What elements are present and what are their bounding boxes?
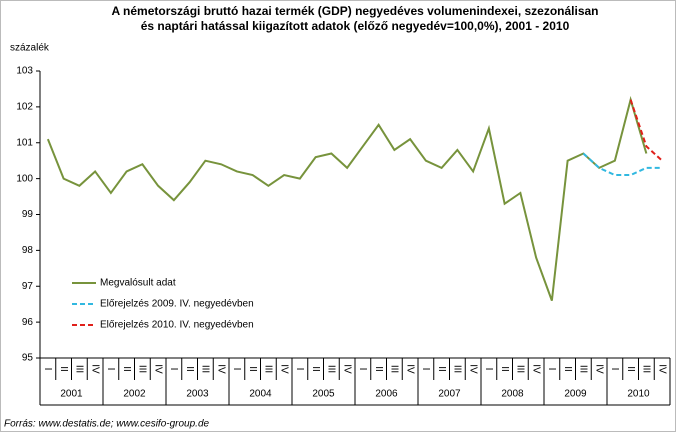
x-tick-label: IV bbox=[530, 364, 541, 374]
x-tick-label: II bbox=[562, 366, 573, 372]
x-tick-label: II bbox=[625, 366, 636, 372]
x-tick-label: IV bbox=[656, 364, 667, 374]
y-tick-label: 102 bbox=[16, 102, 33, 113]
y-tick-label: 98 bbox=[22, 245, 34, 256]
x-tick-label: III bbox=[578, 365, 589, 373]
x-tick-label: IV bbox=[278, 364, 289, 374]
x-tick-label: IV bbox=[341, 364, 352, 374]
legend-label: Előrejelzés 2010. IV. negyedévben bbox=[100, 320, 254, 331]
x-tick-label: II bbox=[247, 366, 258, 372]
chart-title: és naptári hatással kiigazított adatok (… bbox=[141, 19, 570, 33]
x-tick-label: III bbox=[641, 365, 652, 373]
series-line bbox=[46, 95, 648, 301]
x-tick-label: III bbox=[452, 365, 463, 373]
y-axis-label: százalék bbox=[10, 43, 50, 54]
year-label: 2002 bbox=[123, 389, 146, 400]
x-tick-label: I bbox=[357, 368, 368, 371]
legend-label: Előrejelzés 2009. IV. negyedévben bbox=[100, 299, 254, 310]
x-tick-label: IV bbox=[467, 364, 478, 374]
x-tick-label: III bbox=[200, 365, 211, 373]
year-label: 2003 bbox=[186, 389, 209, 400]
series-line bbox=[582, 152, 663, 177]
x-tick-label: II bbox=[58, 366, 69, 372]
x-tick-label: I bbox=[231, 368, 242, 371]
x-tick-label: IV bbox=[89, 364, 100, 374]
year-label: 2005 bbox=[312, 389, 335, 400]
x-tick-label: III bbox=[389, 365, 400, 373]
x-tick-label: I bbox=[483, 368, 494, 371]
chart-title: A németországi bruttó hazai termék (GDP)… bbox=[111, 4, 598, 18]
year-label: 2010 bbox=[627, 389, 650, 400]
y-tick-label: 99 bbox=[22, 209, 34, 220]
x-tick-label: IV bbox=[152, 364, 163, 374]
legend-label: Megvalósult adat bbox=[100, 278, 176, 289]
x-tick-label: II bbox=[436, 366, 447, 372]
y-tick-label: 100 bbox=[16, 173, 33, 184]
year-label: 2006 bbox=[375, 389, 398, 400]
x-tick-label: II bbox=[373, 366, 384, 372]
year-label: 2008 bbox=[501, 389, 524, 400]
x-tick-label: I bbox=[609, 368, 620, 371]
x-tick-label: III bbox=[515, 365, 526, 373]
source: Forrás: www.destatis.de; www.cesifo-grou… bbox=[4, 419, 210, 430]
x-tick-label: I bbox=[105, 368, 116, 371]
y-tick-label: 97 bbox=[22, 281, 34, 292]
year-label: 2007 bbox=[438, 389, 461, 400]
y-tick-label: 103 bbox=[16, 66, 33, 77]
x-tick-label: IV bbox=[404, 364, 415, 374]
x-tick-label: III bbox=[137, 365, 148, 373]
year-label: 2009 bbox=[564, 389, 587, 400]
year-label: 2004 bbox=[249, 389, 272, 400]
y-tick-label: 95 bbox=[22, 353, 34, 364]
x-tick-label: I bbox=[42, 368, 53, 371]
x-tick-label: IV bbox=[593, 364, 604, 374]
x-tick-label: III bbox=[263, 365, 274, 373]
x-tick-label: II bbox=[184, 366, 195, 372]
x-tick-label: II bbox=[499, 366, 510, 372]
x-tick-label: II bbox=[310, 366, 321, 372]
x-tick-label: I bbox=[546, 368, 557, 371]
y-tick-label: 101 bbox=[16, 137, 33, 148]
x-tick-label: I bbox=[420, 368, 431, 371]
series-line bbox=[629, 99, 663, 162]
year-label: 2001 bbox=[60, 389, 83, 400]
y-tick-label: 96 bbox=[22, 317, 34, 328]
x-tick-label: II bbox=[121, 366, 132, 372]
x-tick-label: I bbox=[294, 368, 305, 371]
x-tick-label: I bbox=[168, 368, 179, 371]
x-tick-label: III bbox=[326, 365, 337, 373]
x-tick-label: IV bbox=[215, 364, 226, 374]
x-tick-label: III bbox=[74, 365, 85, 373]
